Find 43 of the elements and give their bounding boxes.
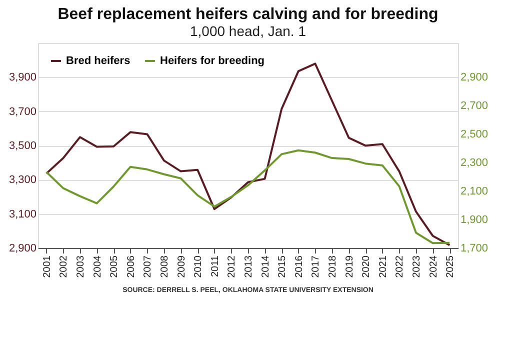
x-tick-label: 2009 [176,255,188,278]
x-tick-label: 2022 [394,255,406,278]
x-tick-label: 2006 [126,255,137,278]
y2-tick-label: 1,700 [460,242,488,254]
x-tick-label: 2025 [445,255,456,278]
x-tick-label: 2021 [378,255,389,278]
x-tick-label: 2010 [193,255,204,278]
y2-tick-label: 2,900 [460,72,488,84]
x-tick-label: 2018 [328,255,338,278]
x-tick-label: 2008 [160,255,170,278]
x-tick-label: 2023 [412,255,422,278]
x-tick-label: 2015 [277,255,288,278]
x-tick-label: 2016 [294,255,305,278]
legend-label: Heifers for breeding [160,55,265,67]
y2-tick-label: 2,700 [460,100,488,112]
y-tick-label: 3,300 [8,174,36,186]
x-tick-label: 2012 [226,255,238,278]
y2-tick-label: 2,100 [460,186,488,198]
y2-tick-label: 1,900 [460,214,488,226]
x-tick-label: 2024 [428,255,440,278]
x-tick-label: 2020 [361,255,372,278]
y-tick-label: 3,500 [8,140,36,152]
y-tick-label: 3,900 [8,72,36,84]
y-tick-label: 3,700 [8,106,36,118]
y2-tick-label: 2,500 [460,128,488,141]
y2-tick-label: 2,300 [460,157,488,170]
chart-title: Beef replacement heifers calving and for breeding [58,6,438,23]
legend-label: Bred heifers [66,55,130,67]
chart-subtitle: 1,000 head, Jan. 1 [190,23,306,39]
x-tick-label: 2013 [244,255,254,278]
x-tick-label: 2004 [92,255,104,278]
y-tick-label: 3,100 [8,208,36,220]
x-tick-label: 2002 [58,255,70,278]
line-series [45,149,451,244]
x-tick-label: 2017 [310,255,322,278]
y-tick-label: 2,900 [8,242,36,254]
x-tick-label: 2011 [210,255,221,278]
x-tick-label: 2007 [142,255,154,278]
x-tick-label: 2005 [109,255,120,278]
x-tick-label: 2003 [76,255,86,278]
x-tick-label: 2001 [42,255,53,278]
x-tick-label: 2014 [260,255,272,278]
x-tick-label: 2019 [344,255,356,278]
